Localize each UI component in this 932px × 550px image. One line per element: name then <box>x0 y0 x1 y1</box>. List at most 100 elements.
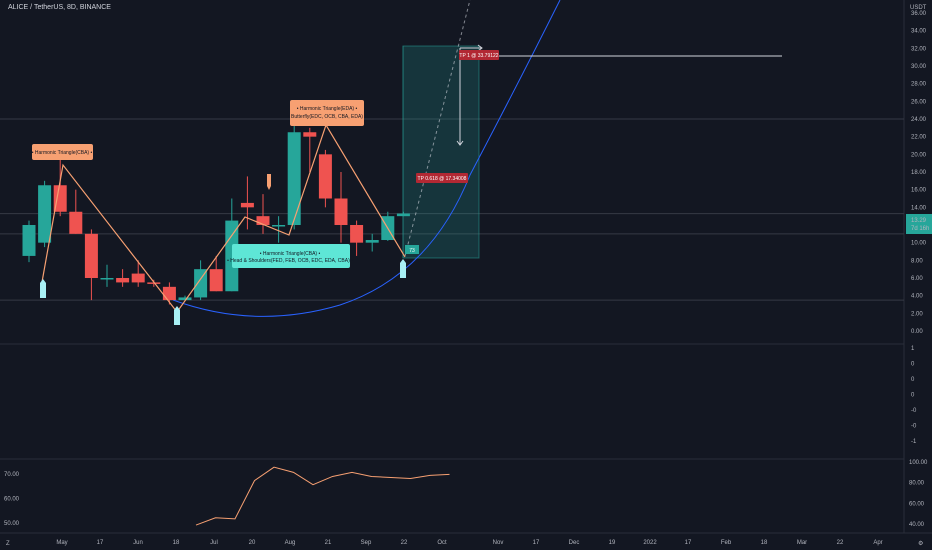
candle-body <box>240 202 254 208</box>
rsi-right-tick-label: 100.00 <box>909 460 928 466</box>
current-price-badge[interactable] <box>906 214 932 234</box>
candle-body <box>225 220 239 292</box>
time-tick-label: Dec <box>569 540 580 546</box>
candle-body <box>272 225 286 227</box>
pattern-label-1-text: • Harmonic Triangle(CBA) • <box>32 150 93 156</box>
chart-title: ALICE / TetherUS, 8D, BINANCE <box>8 4 111 11</box>
price-tick-label: 16.00 <box>911 188 927 194</box>
price-tick-label: 30.00 <box>911 64 927 70</box>
time-tick-label: Nov <box>493 540 504 546</box>
target-box[interactable] <box>402 45 480 259</box>
time-tick-label: Aug <box>285 540 296 546</box>
rsi-right-tick-label: 60.00 <box>909 501 925 507</box>
candle-body <box>334 198 348 225</box>
price-tick-label: 14.00 <box>911 205 927 211</box>
pin-marker-2[interactable] <box>174 306 180 325</box>
rsi-right-tick-label: 40.00 <box>909 522 925 528</box>
candle-body <box>147 282 161 284</box>
target-box-rect[interactable] <box>402 45 480 259</box>
projection-line <box>404 0 471 257</box>
pattern-label-2a-text: • Harmonic Triangle(CBA) • <box>260 251 321 257</box>
time-tick-label: Sep <box>361 540 372 546</box>
time-tick-label: Mar <box>797 540 807 546</box>
rsi-line[interactable] <box>195 466 450 526</box>
pattern-label-1[interactable] <box>32 144 93 160</box>
price-tick-label: 28.00 <box>911 82 927 88</box>
candle-body <box>178 297 192 301</box>
lower-tick-label: -0 <box>911 408 917 414</box>
time-tick-label: 17 <box>685 540 692 546</box>
price-tick-label: 22.00 <box>911 135 927 141</box>
rsi-right-tick-label: 80.00 <box>909 481 925 487</box>
lower-tick-label: 0 <box>911 393 915 399</box>
candle-body <box>194 269 208 298</box>
pattern-zigzag[interactable] <box>41 123 406 314</box>
rsi-left-ticks: 70.00 60.00 50.00 <box>4 472 20 527</box>
candle-body <box>69 211 83 234</box>
candle-body <box>116 278 130 283</box>
rsi-left-tick-label: 70.00 <box>4 472 20 478</box>
marker-label-text: 73 <box>409 248 415 254</box>
price-tick-label: 0.00 <box>911 329 923 335</box>
time-tick-label: 2022 <box>643 540 657 546</box>
candle-body <box>84 233 98 278</box>
tp1-label[interactable] <box>459 50 499 60</box>
candle-body <box>22 225 36 256</box>
time-tick-label: 22 <box>837 540 844 546</box>
tp0618-label[interactable] <box>416 173 468 183</box>
time-tick-label: 17 <box>533 540 540 546</box>
price-tick-label: 4.00 <box>911 294 923 300</box>
current-price-text: 13.29 <box>911 218 927 224</box>
price-tick-label: 8.00 <box>911 258 923 264</box>
lower-tick-label: 0 <box>911 377 915 383</box>
rsi-right-ticks: 100.00 80.00 60.00 40.00 <box>909 460 928 528</box>
price-tick-label: 2.00 <box>911 311 923 317</box>
lower-tick-label: 0 <box>911 362 915 368</box>
gear-icon[interactable]: ⚙ <box>918 540 923 547</box>
price-tick-label: 32.00 <box>911 46 927 52</box>
lower-tick-label: -0 <box>911 424 917 430</box>
price-tick-label: 18.00 <box>911 170 927 176</box>
time-ticks: May 17 Jun 18 Jul 20 Aug 21 Sep 22 Oct Nov 17 Dec 19 20… <box>56 540 882 546</box>
candle-body <box>350 225 364 243</box>
rsi-left-tick-label: 60.00 <box>4 497 20 503</box>
pattern-label-3a-text: • Harmonic Triangle(EDA) • <box>297 106 358 112</box>
price-tick-label: 26.00 <box>911 99 927 105</box>
candle-body <box>53 185 67 212</box>
price-ticks: 36.00 34.00 32.00 30.00 28.00 26.00 24.00 22.00… <box>911 11 927 335</box>
price-tick-label: 24.00 <box>911 117 927 123</box>
candle-body <box>365 240 379 243</box>
price-tick-label: 34.00 <box>911 29 927 35</box>
time-tick-label: Jun <box>133 540 143 546</box>
candle-body <box>287 132 301 225</box>
candle-body <box>396 213 410 217</box>
time-tick-label: 18 <box>173 540 180 546</box>
price-tick-label: 20.00 <box>911 152 927 158</box>
pattern-label-2[interactable] <box>232 244 350 268</box>
candle-body <box>131 273 145 283</box>
candle-body <box>256 216 270 225</box>
marker-label[interactable] <box>405 245 419 254</box>
tp0618-label-text: TP 0.618 @ 17.34008 <box>418 176 467 182</box>
candle-body <box>100 278 114 280</box>
pattern-label-3[interactable] <box>290 100 364 126</box>
price-tick-label: 6.00 <box>911 276 923 282</box>
time-tick-label: 19 <box>609 540 616 546</box>
horizontal-levels <box>0 118 904 301</box>
time-tick-label: 22 <box>401 540 408 546</box>
pin-marker-4[interactable] <box>267 174 271 190</box>
time-tick-label: Oct <box>437 540 447 546</box>
time-tick-label: 20 <box>249 540 256 546</box>
time-tick-label: 21 <box>325 540 332 546</box>
candle-body <box>38 185 52 243</box>
rsi-left-tick-label: 50.00 <box>4 521 20 527</box>
current-price-countdown: 7d 16h <box>911 226 929 232</box>
lower-tick-label: 1 <box>911 346 915 352</box>
pin-marker-1[interactable] <box>40 279 46 298</box>
timezone-icon[interactable]: Z <box>6 541 10 547</box>
cup-curve[interactable] <box>172 0 561 317</box>
pin-marker-3[interactable] <box>400 259 406 278</box>
lower-tick-label: -1 <box>911 439 917 445</box>
candle-body <box>162 286 176 301</box>
